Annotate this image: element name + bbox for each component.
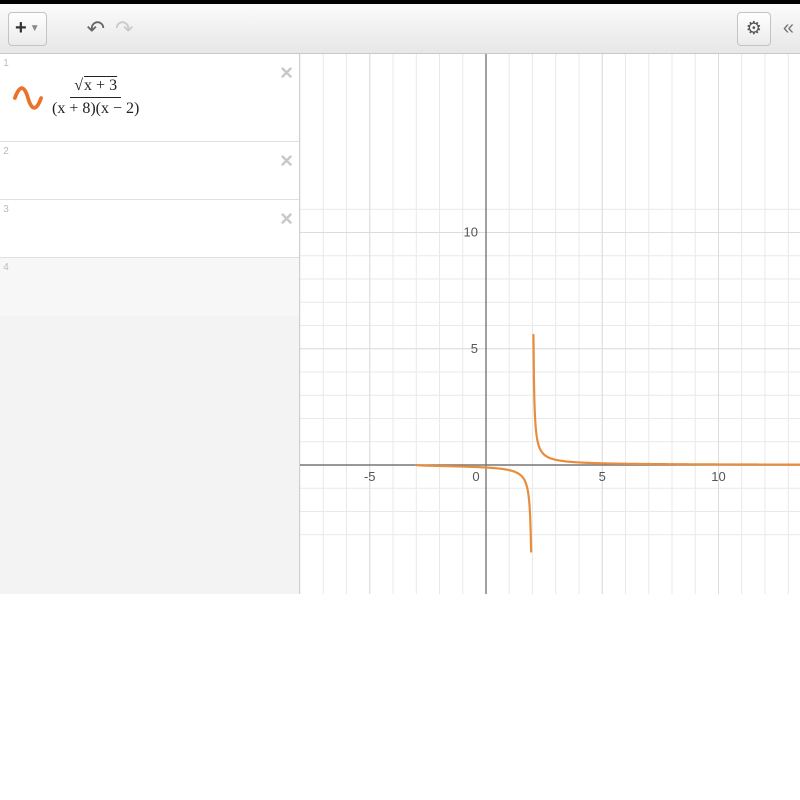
sqrt-radicand: x + 3: [83, 77, 117, 94]
delete-expression-button[interactable]: ×: [280, 148, 293, 174]
row-index: 2: [0, 142, 12, 199]
add-expression-button[interactable]: + ▼: [8, 12, 47, 46]
row-index: 4: [0, 258, 12, 316]
gear-icon: ⚙: [746, 18, 762, 39]
expression-row[interactable]: 1 √x + 3 (x + 8)(x − 2) ×: [0, 54, 299, 142]
svg-text:-5: -5: [364, 469, 376, 484]
expression-panel: 1 √x + 3 (x + 8)(x − 2) × 2 × 3 ×: [0, 54, 300, 594]
main-area: 1 √x + 3 (x + 8)(x − 2) × 2 × 3 ×: [0, 54, 800, 594]
graph-viewport[interactable]: -5 0 5 10 5 10: [300, 54, 800, 594]
dropdown-caret-icon: ▼: [30, 23, 40, 34]
delete-expression-button[interactable]: ×: [280, 60, 293, 86]
plus-icon: +: [15, 17, 27, 40]
delete-expression-button[interactable]: ×: [280, 206, 293, 232]
page-bottom-whitespace: [0, 594, 800, 800]
redo-button[interactable]: ↷: [115, 16, 133, 42]
collapse-sidebar-button[interactable]: «: [779, 17, 792, 40]
settings-button[interactable]: ⚙: [737, 12, 771, 46]
sqrt-icon: √: [74, 77, 83, 94]
undo-button[interactable]: ↶: [87, 16, 105, 42]
expression-formula[interactable]: √x + 3 (x + 8)(x − 2): [44, 77, 299, 118]
expression-row[interactable]: 2 ×: [0, 142, 299, 200]
svg-text:5: 5: [599, 469, 606, 484]
expression-row[interactable]: 4: [0, 258, 299, 316]
svg-text:10: 10: [464, 225, 478, 240]
row-index: 3: [0, 200, 12, 257]
expression-panel-empty: [0, 316, 299, 594]
svg-text:0: 0: [472, 469, 479, 484]
graph-canvas: -5 0 5 10 5 10: [300, 54, 800, 594]
expression-denominator: (x + 8)(x − 2): [52, 98, 139, 118]
function-wave-icon[interactable]: [12, 82, 44, 114]
svg-text:5: 5: [471, 341, 478, 356]
expression-row[interactable]: 3 ×: [0, 200, 299, 258]
svg-text:10: 10: [711, 469, 725, 484]
top-toolbar: + ▼ ↶ ↷ ⚙ «: [0, 4, 800, 54]
row-index: 1: [0, 54, 12, 141]
